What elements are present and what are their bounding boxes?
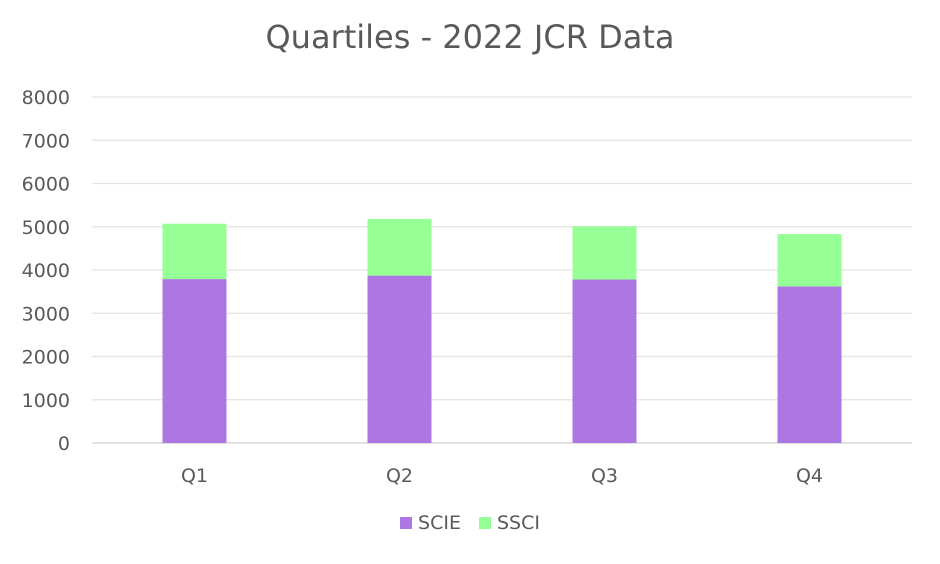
y-tick-label: 6000 (22, 174, 70, 196)
x-tick-label: Q2 (386, 465, 413, 487)
bar-ssci-q3 (572, 226, 637, 280)
x-axis-ticks: Q1 Q2 Q3 Q4 (181, 465, 823, 487)
legend: SCIE SSCI (0, 512, 940, 534)
y-tick-label: 8000 (22, 87, 70, 109)
bar-ssci-q1 (162, 223, 227, 280)
bar-scie-q3 (572, 279, 637, 443)
bar-scie-q1 (162, 279, 227, 443)
y-tick-label: 5000 (22, 217, 70, 239)
legend-swatch (400, 517, 413, 529)
y-axis-ticks: 0 1000 2000 3000 4000 5000 6000 7000 8000 (22, 87, 70, 455)
bar-ssci-q2 (367, 218, 432, 276)
y-tick-label: 4000 (22, 260, 70, 282)
gridlines (92, 96, 912, 444)
legend-item-ssci: SSCI (478, 512, 540, 534)
bars (162, 218, 842, 443)
y-tick-label: 1000 (22, 390, 70, 412)
y-tick-label: 2000 (22, 347, 70, 369)
legend-label: SSCI (496, 512, 540, 534)
legend-item-scie: SCIE (400, 512, 461, 534)
legend-swatch (478, 517, 491, 529)
bar-ssci-q4 (777, 234, 842, 287)
bar-scie-q4 (777, 286, 842, 443)
x-tick-label: Q3 (591, 465, 618, 487)
y-tick-label: 0 (58, 433, 70, 455)
y-tick-label: 3000 (22, 303, 70, 325)
chart-title: Quartiles - 2022 JCR Data (265, 18, 675, 56)
legend-label: SCIE (418, 512, 461, 534)
x-tick-label: Q1 (181, 465, 208, 487)
y-tick-label: 7000 (22, 130, 70, 152)
bar-scie-q2 (367, 275, 432, 443)
x-tick-label: Q4 (796, 465, 823, 487)
